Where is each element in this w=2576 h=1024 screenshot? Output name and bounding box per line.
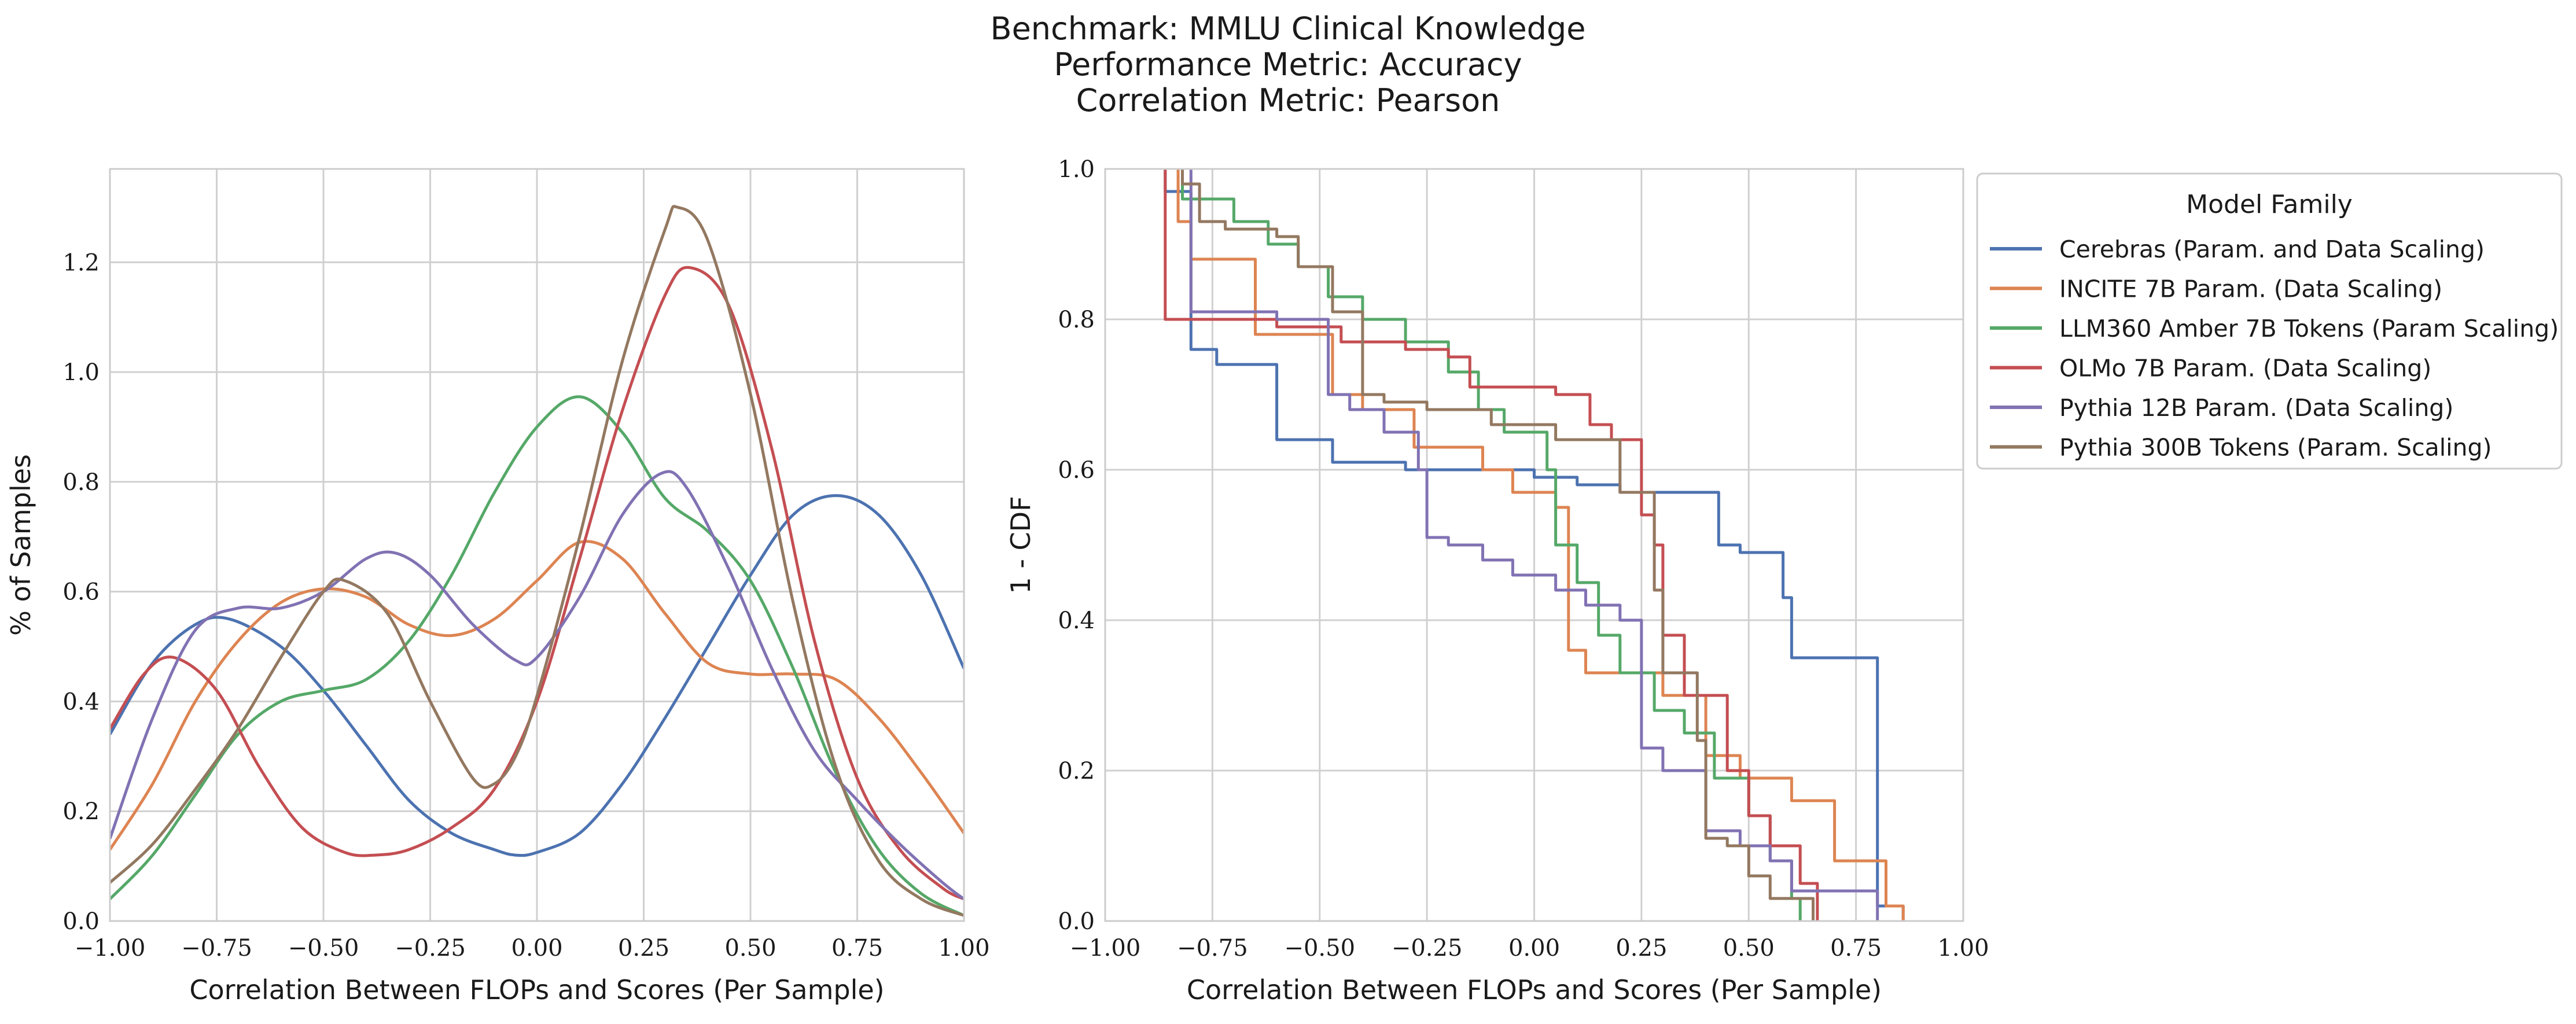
- survival-y-tick-label: 0.2: [1058, 758, 1095, 784]
- density-y-tick-label: 1.0: [62, 359, 100, 386]
- survival-x-tick-label: 0.50: [1723, 935, 1775, 962]
- survival-series-cerebras-param-and-data-scaling: [1164, 169, 1905, 921]
- density-series-pythia-300b-tokens-param-scaling: [110, 205, 964, 917]
- survival-x-tick-label: −0.50: [1284, 935, 1355, 962]
- density-x-tick-label: 0.50: [724, 935, 776, 962]
- density-y-tick-label: 0.0: [62, 908, 100, 935]
- survival-series-pythia-300b-tokens-param-scaling: [1181, 169, 1815, 921]
- density-series-olmo-7b-param-data-scaling: [110, 266, 964, 901]
- legend: Model Family Cerebras (Param. and Data Sc…: [1976, 172, 2563, 470]
- density-y-tick-label: 0.4: [62, 688, 100, 715]
- density-plot-frame: [109, 168, 965, 922]
- survival-y-tick-label: 1.0: [1058, 156, 1095, 183]
- legend-box: [1976, 172, 2563, 470]
- density-y-tick-label: 0.6: [62, 579, 100, 606]
- density-x-tick-label: −0.50: [288, 935, 359, 962]
- survival-y-tick-label: 0.0: [1058, 908, 1095, 935]
- figure-title-line-1: Benchmark: MMLU Clinical Knowledge: [991, 10, 1586, 47]
- density-x-tick-label: 0.25: [618, 935, 669, 962]
- density-y-tick-label: 0.2: [62, 798, 100, 825]
- density-panel: −1.00 −0.75 −0.50 −0.25 0.00 0.25 0.50 0.75 1.00…: [5, 168, 990, 1005]
- survival-series-pythia-12b-param-data-scaling: [1189, 169, 1879, 921]
- legend-entry-olmo-7b-param-data-scaling: OLMo 7B Param. (Data Scaling): [2059, 355, 2431, 382]
- density-x-tick-label: 1.00: [938, 935, 989, 962]
- density-series-incite-7b-param-data-scaling: [110, 540, 964, 850]
- legend-entry-cerebras-param-and-data-scaling: Cerebras (Param. and Data Scaling): [2059, 235, 2485, 263]
- legend-entry-llm360-amber-7b-tokens-param-scaling: LLM360 Amber 7B Tokens (Param Scaling): [2059, 315, 2559, 342]
- survival-panel: −1.00 −0.75 −0.50 −0.25 0.00 0.25 0.50 0.75 1.00…: [1005, 156, 1989, 1005]
- figure-title-line-3: Correlation Metric: Pearson: [1076, 82, 1500, 119]
- survival-y-tick-label: 0.6: [1058, 457, 1095, 484]
- survival-plot-frame: [1104, 168, 1964, 922]
- survival-series-llm360-amber-7b-tokens-param-scaling: [1181, 169, 1802, 921]
- survival-x-tick-label: 0.25: [1615, 935, 1667, 962]
- density-series-pythia-12b-param-data-scaling: [110, 470, 964, 900]
- density-x-tick-label: 0.00: [511, 935, 562, 962]
- density-x-axis-label: Correlation Between FLOPs and Scores (Pe…: [189, 974, 884, 1005]
- survival-y-tick-label: 0.8: [1058, 307, 1095, 333]
- survival-x-axis-label: Correlation Between FLOPs and Scores (Pe…: [1187, 974, 1882, 1005]
- density-x-tick-label: −0.25: [395, 935, 466, 962]
- density-series-cerebras-param-and-data-scaling: [110, 494, 964, 857]
- survival-x-tick-label: −1.00: [1070, 935, 1141, 962]
- density-y-axis-label: % of Samples: [5, 454, 36, 636]
- survival-y-tick-label: 0.4: [1058, 607, 1095, 634]
- density-y-tick-label: 1.2: [62, 249, 100, 276]
- density-x-tick-label: −1.00: [75, 935, 146, 962]
- survival-y-axis-label: 1 - CDF: [1005, 496, 1036, 594]
- legend-entry-incite-7b-param-data-scaling: INCITE 7B Param. (Data Scaling): [2059, 275, 2442, 303]
- density-y-tick-label: 0.8: [62, 469, 100, 496]
- survival-x-tick-label: 0.00: [1508, 935, 1560, 962]
- survival-series-olmo-7b-param-data-scaling: [1164, 169, 1819, 921]
- density-x-tick-label: −0.75: [181, 935, 252, 962]
- density-x-tick-label: 0.75: [831, 935, 883, 962]
- survival-x-tick-label: 1.00: [1937, 935, 1989, 962]
- legend-title: Model Family: [2186, 190, 2353, 219]
- survival-x-tick-label: 0.75: [1830, 935, 1882, 962]
- survival-x-tick-label: −0.75: [1177, 935, 1248, 962]
- survival-x-tick-label: −0.25: [1392, 935, 1463, 962]
- survival-series-incite-7b-param-data-scaling: [1176, 169, 1905, 921]
- figure-title-line-2: Performance Metric: Accuracy: [1054, 46, 1522, 83]
- legend-entry-pythia-300b-tokens-param-scaling: Pythia 300B Tokens (Param. Scaling): [2059, 434, 2492, 462]
- legend-entry-pythia-12b-param-data-scaling: Pythia 12B Param. (Data Scaling): [2059, 394, 2453, 422]
- density-series-llm360-amber-7b-tokens-param-scaling: [110, 395, 964, 917]
